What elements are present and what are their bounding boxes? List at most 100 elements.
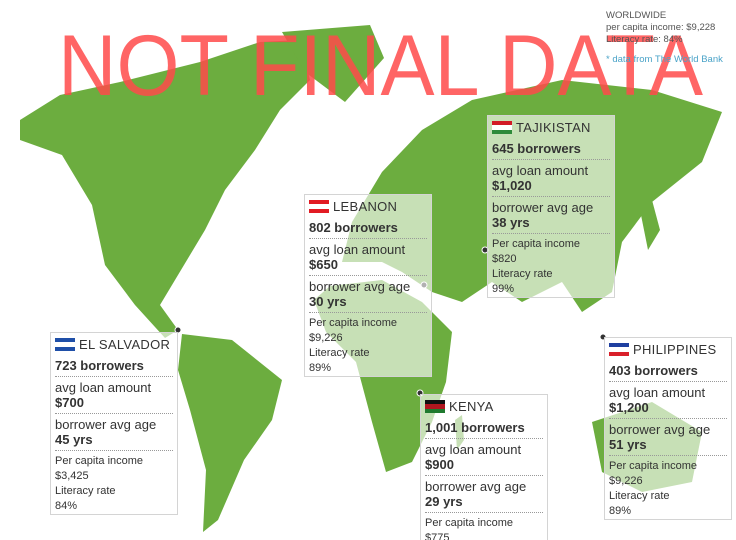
flag-stripe <box>425 408 445 413</box>
income-value: $9,226 <box>609 475 643 487</box>
income-label: Per capita income <box>309 317 398 329</box>
separator <box>492 159 610 160</box>
flag-stripe <box>309 204 329 209</box>
country-name: LEBANON <box>333 199 398 214</box>
borrowers: 403 borrowers <box>609 363 698 378</box>
borrowers: 802 borrowers <box>309 220 398 235</box>
income-label: Per capita income <box>425 517 514 529</box>
flag-stripe <box>55 338 75 343</box>
borrowers: 645 borrowers <box>492 141 581 156</box>
separator <box>309 312 427 313</box>
country-card: LEBANON 802 borrowers avg loan amount $650 b… <box>304 194 432 377</box>
pin <box>174 326 182 334</box>
age-value: 29 yrs <box>425 494 463 509</box>
separator <box>55 413 173 414</box>
loan-value: $700 <box>55 395 84 410</box>
loan-value: $1,020 <box>492 178 532 193</box>
loan-label: avg loan amount <box>309 242 406 257</box>
age-value: 38 yrs <box>492 215 530 230</box>
flag-stripe <box>309 200 329 205</box>
age-label: borrower avg age <box>425 479 527 494</box>
flag-stripe <box>309 208 329 213</box>
literacy-value: 89% <box>609 505 632 517</box>
loan-value: $650 <box>309 257 338 272</box>
country-card: EL SALVADOR 723 borrowers avg loan amount $… <box>50 332 178 515</box>
separator <box>492 196 610 197</box>
income-label: Per capita income <box>609 460 698 472</box>
age-value: 51 yrs <box>609 437 647 452</box>
age-value: 30 yrs <box>309 294 347 309</box>
loan-value: $900 <box>425 457 454 472</box>
separator <box>609 418 727 419</box>
card-header: LEBANON <box>309 199 427 214</box>
country-card: PHILIPPINES 403 borrowers avg loan amount $… <box>604 337 732 520</box>
flag-stripe <box>492 129 512 134</box>
borrowers: 723 borrowers <box>55 358 144 373</box>
separator <box>609 381 727 382</box>
literacy-label: Literacy rate <box>309 347 370 359</box>
flag <box>425 400 445 413</box>
income-value: $775 <box>425 532 450 540</box>
income-value: $9,226 <box>309 332 343 344</box>
income-value: $3,425 <box>55 470 89 482</box>
country-name: KENYA <box>449 399 494 414</box>
loan-label: avg loan amount <box>609 385 706 400</box>
separator <box>55 376 173 377</box>
flag-stripe <box>492 125 512 130</box>
country-name: EL SALVADOR <box>79 337 171 352</box>
literacy-value: 99% <box>492 283 515 295</box>
worldwide-literacy: Literacy rate: 84% <box>606 34 683 45</box>
income-label: Per capita income <box>55 455 144 467</box>
age-label: borrower avg age <box>309 279 411 294</box>
loan-value: $1,200 <box>609 400 649 415</box>
separator <box>309 238 427 239</box>
card-header: KENYA <box>425 399 543 414</box>
age-label: borrower avg age <box>492 200 594 215</box>
watermark: NOT FINAL DATA <box>58 18 704 114</box>
flag-stripe <box>609 351 629 356</box>
separator <box>55 450 173 451</box>
flag-stripe <box>609 343 629 348</box>
literacy-label: Literacy rate <box>55 485 116 497</box>
card-header: TAJIKISTAN <box>492 120 610 135</box>
card-header: EL SALVADOR <box>55 337 173 352</box>
flag-stripe <box>425 400 445 405</box>
age-value: 45 yrs <box>55 432 93 447</box>
worldwide-box: WORLDWIDE per capita income: $9,228 Lite… <box>606 10 723 66</box>
separator <box>492 233 610 234</box>
worldwide-income: per capita income: $9,228 <box>606 22 716 33</box>
literacy-value: 84% <box>55 500 78 512</box>
country-name: TAJIKISTAN <box>516 120 591 135</box>
flag <box>609 343 629 356</box>
country-card: KENYA 1,001 borrowers avg loan amount $900 b… <box>420 394 548 540</box>
flag-stripe <box>492 121 512 126</box>
source-note: * data from The World Bank <box>606 54 723 65</box>
flag-stripe <box>55 346 75 351</box>
loan-label: avg loan amount <box>425 442 522 457</box>
flag <box>492 121 512 134</box>
separator <box>309 275 427 276</box>
flag <box>55 338 75 351</box>
separator <box>609 455 727 456</box>
flag <box>309 200 329 213</box>
separator <box>425 475 543 476</box>
literacy-value: 89% <box>309 362 332 374</box>
loan-label: avg loan amount <box>492 163 589 178</box>
separator <box>425 438 543 439</box>
flag-stripe <box>55 342 75 347</box>
worldwide-title: WORLDWIDE <box>606 10 667 21</box>
literacy-label: Literacy rate <box>492 268 553 280</box>
literacy-label: Literacy rate <box>609 490 670 502</box>
income-label: Per capita income <box>492 238 581 250</box>
age-label: borrower avg age <box>609 422 711 437</box>
country-name: PHILIPPINES <box>633 342 717 357</box>
borrowers: 1,001 borrowers <box>425 420 525 435</box>
flag-stripe <box>609 347 629 352</box>
card-header: PHILIPPINES <box>609 342 727 357</box>
loan-label: avg loan amount <box>55 380 152 395</box>
income-value: $820 <box>492 253 517 265</box>
separator <box>425 512 543 513</box>
flag-stripe <box>425 404 445 409</box>
